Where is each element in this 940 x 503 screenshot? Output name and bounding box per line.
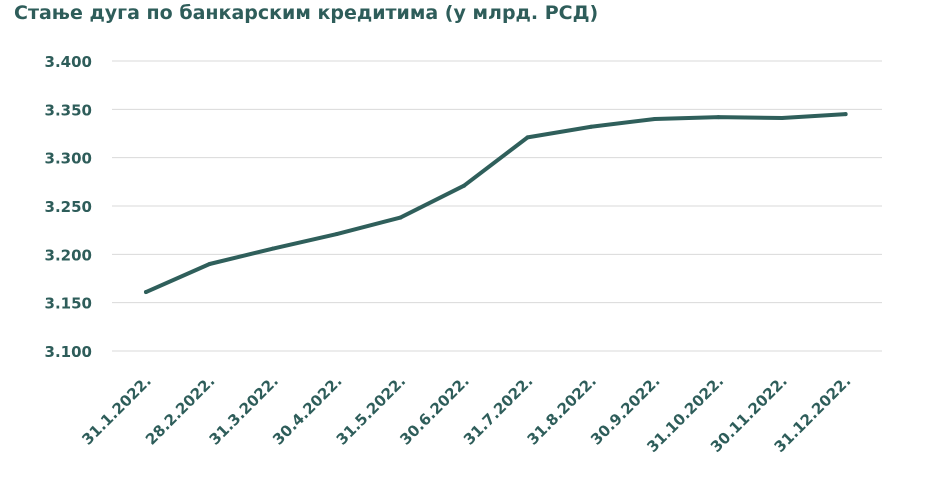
y-axis: 3.100 3.150 3.200 3.250 3.300 3.350 3.400 <box>45 53 92 361</box>
y-tick-label: 3.100 <box>45 343 92 361</box>
data-point <box>271 246 276 251</box>
chart-title: Стање дуга по банкарским кредитима (у мл… <box>14 2 599 24</box>
series-line <box>144 112 848 295</box>
y-tick-label: 3.150 <box>45 295 92 313</box>
y-tick-label: 3.300 <box>45 150 92 168</box>
y-tick-label: 3.200 <box>45 246 92 264</box>
y-tick-label: 3.350 <box>45 101 92 119</box>
data-point <box>334 232 339 237</box>
x-axis: 31.1.2022.28.2.2022.31.3.2022.30.4.2022.… <box>78 372 854 456</box>
data-point <box>525 135 530 140</box>
y-tick-label: 3.250 <box>45 198 92 216</box>
data-point <box>398 215 403 220</box>
data-point <box>207 262 212 266</box>
y-tick-label: 3.400 <box>45 53 92 71</box>
data-point <box>144 290 148 295</box>
data-point <box>843 112 848 117</box>
data-point <box>652 117 657 121</box>
data-point <box>780 116 784 121</box>
gridlines <box>112 60 882 352</box>
series-layer <box>144 112 848 295</box>
data-point <box>716 115 721 120</box>
data-point <box>462 183 466 188</box>
data-point <box>589 124 594 129</box>
